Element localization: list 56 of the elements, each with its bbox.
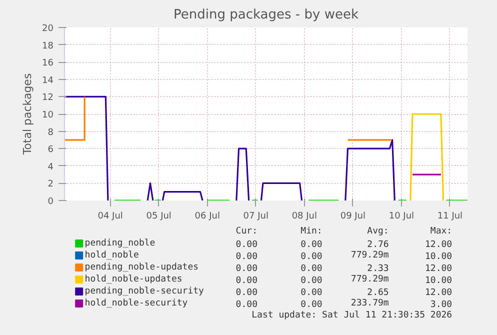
text: 10.00 (425, 252, 452, 262)
text: 0.00 (236, 300, 258, 310)
y-axis-title: Total packages (21, 73, 34, 156)
x-tick-label: 11 Jul (437, 212, 463, 222)
text: 0.00 (300, 264, 322, 274)
y-tick-label: 18 (42, 41, 54, 52)
text: 0.00 (300, 252, 322, 262)
text: 0.00 (236, 288, 258, 298)
y-tick-label: 6 (48, 145, 54, 156)
text: 12.00 (425, 264, 452, 274)
y-tick-label: 16 (42, 58, 54, 69)
text: 2.76 (367, 240, 389, 250)
text: Last update: Sat Jul 11 21:30:35 2026 (252, 310, 452, 320)
text: Max: (430, 226, 452, 236)
x-tick-label: 09 Jul (340, 212, 366, 222)
x-tick-label: 10 Jul (388, 212, 414, 222)
text: 0.00 (236, 264, 258, 274)
chart-title: Pending packages - by week (174, 8, 359, 22)
legend-label: pending_noble-updates (84, 262, 199, 272)
legend-label: hold_noble-security (84, 298, 188, 308)
text: 779.29m (350, 250, 389, 260)
text: Avg: (367, 226, 389, 236)
legend-label: pending_noble-security (84, 286, 205, 296)
y-tick-label: 20 (42, 24, 54, 34)
x-tick-label: 07 Jul (243, 212, 268, 222)
text: 779.29m (350, 274, 389, 284)
y-tick-label: 0 (48, 197, 54, 207)
y-tick-label: 4 (48, 162, 54, 172)
text: 0.00 (300, 288, 322, 298)
y-tick-label: 8 (48, 128, 54, 138)
x-tick-label: 08 Jul (292, 212, 317, 222)
y-tick-label: 14 (42, 76, 54, 86)
text: 2.33 (367, 264, 389, 274)
text: Min: (300, 226, 322, 236)
text: 0.00 (236, 276, 258, 286)
text: 0.00 (300, 276, 322, 286)
text: 10.00 (425, 276, 452, 286)
legend-label: hold_noble (84, 250, 139, 260)
x-tick-label: 04 Jul (98, 212, 123, 222)
y-tick-label: 2 (48, 180, 54, 190)
text: 0.00 (300, 300, 322, 310)
x-tick-label: 05 Jul (146, 212, 172, 222)
x-tick-label: 06 Jul (194, 212, 220, 222)
text: 3.00 (430, 300, 452, 310)
text: 0.00 (300, 240, 322, 250)
text: 0.00 (236, 252, 258, 262)
y-tick-label: 10 (42, 110, 54, 120)
text: 12.00 (425, 288, 452, 298)
legend-label: pending_noble (84, 238, 156, 248)
text: 2.65 (367, 288, 389, 298)
text: Cur: (236, 226, 258, 236)
y-tick-label: 12 (42, 93, 54, 104)
legend-label: hold_noble-updates (84, 274, 182, 284)
text: 0.00 (236, 240, 258, 250)
text: 233.79m (350, 298, 389, 308)
text: 12.00 (425, 240, 452, 250)
